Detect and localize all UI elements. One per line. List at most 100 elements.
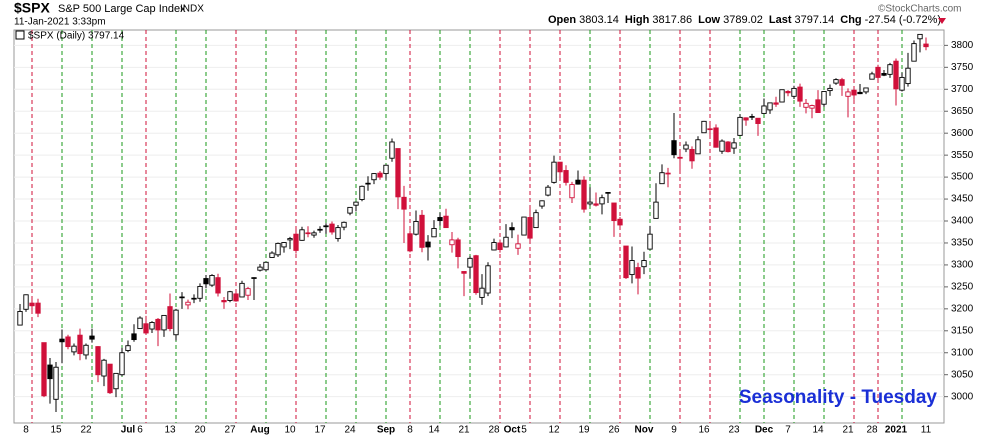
candle-body [17,311,23,326]
candle-body [203,278,209,285]
x-tick-label: 17 [314,425,326,436]
candle-body [845,91,851,97]
candle-body [629,260,635,276]
x-tick-label: 16 [698,425,710,436]
candle-body [29,302,35,307]
candle-body [731,142,737,149]
candle-body [875,66,881,78]
candle-body [767,102,773,111]
x-tick-label: 19 [578,425,590,436]
credit: ©StockCharts.com [878,4,962,15]
timestamp: 11-Jan-2021 3:33pm [14,17,106,28]
candle-body [647,233,653,250]
quote-value: 3789.02 [723,14,763,26]
candle-body [491,242,497,251]
quote-label: High [625,14,650,26]
candle-body [815,99,821,114]
candle-body [869,73,875,80]
y-tick-label: 3250 [951,282,974,293]
candle-body [77,334,83,355]
candle-body [695,139,701,155]
candle-body [521,216,527,236]
candle-body [443,215,449,229]
quote-value: 3817.86 [652,14,692,26]
x-tick-label: Nov [635,425,654,436]
y-tick-label: 3000 [951,391,974,402]
candle-body [611,202,617,222]
candle-body [863,87,869,93]
candle-body [59,338,65,343]
candle-body [893,60,899,90]
candle-body [857,91,863,95]
candle-body [317,228,323,231]
candle-body [917,33,923,40]
candle-body [683,144,689,150]
candle-body [179,296,185,299]
candle-body [539,200,545,207]
candle-body [467,257,473,268]
candle-body [527,217,533,239]
candle-body [131,333,137,341]
candle-body [101,359,107,377]
candle-body [449,239,455,246]
quote-value: 3803.14 [579,14,619,26]
candle-body [533,212,539,229]
y-tick-label: 3700 [951,84,974,95]
candle-body [347,206,353,214]
quote-label: Open [548,14,576,26]
plot-frame [13,29,945,424]
candle-body [251,277,257,279]
candle-body [89,335,95,340]
y-tick-label: 3100 [951,347,974,358]
quote-value: 3797.14 [795,14,835,26]
down-arrow [938,18,946,24]
candle-body [125,345,131,351]
candle-body [821,91,827,105]
candle-body [311,232,317,236]
candle-body [761,105,767,114]
candle-body [785,91,791,94]
x-tick-label: 22 [80,425,92,436]
index-name: S&P 500 Large Cap Index [58,3,186,15]
candle-body [899,76,905,91]
candle-body [329,223,335,233]
candle-body [293,233,299,251]
candle-body [455,239,461,258]
candle-body [503,236,509,248]
candle-body [161,314,167,331]
candle-body [599,197,605,205]
candle-body [701,120,707,134]
candle-body [653,201,659,219]
legend-swatch [15,30,25,40]
candle-body [35,302,41,314]
candle-body [191,297,197,300]
x-tick-label: 12 [548,425,560,436]
candle-body [851,89,857,96]
y-tick-label: 3200 [951,303,974,314]
x-tick-label: 14 [428,425,440,436]
candle-body [389,141,395,159]
candle-body [95,346,101,376]
candle-body [809,105,815,109]
legend: $SPX (Daily) 3797.14 [28,31,125,42]
candle-body [593,203,599,206]
axes: 3000 3050 3100 3150 3200 3250 3300 3350 3400 3450… [23,40,973,436]
candle-body [167,306,173,330]
x-tick-label: 8 [407,425,413,436]
candle-body [419,214,425,248]
candle-body [323,225,329,228]
candle-body [635,267,641,279]
x-tick-label: 24 [344,425,356,436]
candle-body [359,185,365,200]
candle-body [335,227,341,240]
candle-body [665,172,671,175]
candle-body [287,238,293,241]
x-tick-label: 7 [785,425,791,436]
candle-body [71,345,77,353]
y-tick-label: 3550 [951,150,974,161]
candle-body [53,366,59,400]
candle-body [719,140,725,152]
x-tick-label: 11 [921,425,932,436]
candle-body [185,301,191,306]
